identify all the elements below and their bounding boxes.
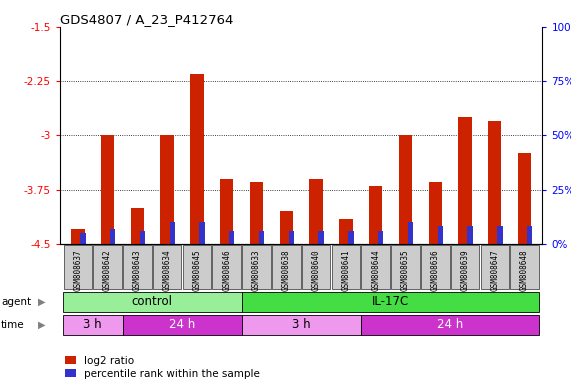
Bar [259,231,264,244]
FancyBboxPatch shape [391,245,420,289]
FancyBboxPatch shape [302,245,331,289]
Bar [170,222,175,244]
Bar [160,135,174,244]
Text: GSM808633: GSM808633 [252,249,261,291]
FancyBboxPatch shape [123,315,242,335]
Bar [71,229,85,244]
Bar [527,227,532,244]
Bar [140,231,145,244]
Bar [289,231,294,244]
FancyBboxPatch shape [63,315,123,335]
Text: IL-17C: IL-17C [372,295,409,308]
Text: ▶: ▶ [38,320,46,330]
Bar [319,231,324,244]
Bar [399,135,412,244]
Text: GSM808636: GSM808636 [431,249,440,291]
Text: GSM808642: GSM808642 [103,249,112,291]
Text: GDS4807 / A_23_P412764: GDS4807 / A_23_P412764 [60,13,234,26]
FancyBboxPatch shape [361,245,390,289]
Bar [220,179,234,244]
Text: GSM808637: GSM808637 [73,249,82,291]
FancyBboxPatch shape [242,292,540,312]
FancyBboxPatch shape [332,245,360,289]
Bar [518,154,531,244]
Text: GSM808638: GSM808638 [282,249,291,291]
Bar [131,208,144,244]
FancyBboxPatch shape [242,315,361,335]
Text: 24 h: 24 h [437,318,463,331]
Text: 24 h: 24 h [169,318,195,331]
Bar [468,227,473,244]
Bar [80,233,86,244]
FancyBboxPatch shape [451,245,479,289]
Text: agent: agent [1,297,31,307]
FancyBboxPatch shape [183,245,211,289]
FancyBboxPatch shape [421,245,449,289]
Bar [309,179,323,244]
Text: GSM808645: GSM808645 [192,249,202,291]
Bar [339,218,352,244]
Bar [437,227,443,244]
Text: ▶: ▶ [38,297,46,307]
Bar [190,74,204,244]
Text: GSM808646: GSM808646 [222,249,231,291]
FancyBboxPatch shape [212,245,241,289]
Legend: log2 ratio, percentile rank within the sample: log2 ratio, percentile rank within the s… [65,356,260,379]
FancyBboxPatch shape [272,245,300,289]
Bar [199,222,204,244]
FancyBboxPatch shape [63,245,92,289]
Bar [408,222,413,244]
Text: GSM808648: GSM808648 [520,249,529,291]
Text: GSM808643: GSM808643 [133,249,142,291]
FancyBboxPatch shape [242,245,271,289]
Bar [250,182,263,244]
FancyBboxPatch shape [481,245,509,289]
FancyBboxPatch shape [63,292,242,312]
Text: GSM808640: GSM808640 [312,249,320,291]
Bar [428,182,442,244]
Text: control: control [132,295,173,308]
Bar [229,231,235,244]
FancyBboxPatch shape [361,315,540,335]
Bar [110,228,115,244]
FancyBboxPatch shape [123,245,152,289]
Text: GSM808635: GSM808635 [401,249,410,291]
Text: time: time [1,320,25,330]
Bar [488,121,501,244]
Bar [497,227,502,244]
Bar [348,231,353,244]
Bar [280,211,293,244]
FancyBboxPatch shape [153,245,182,289]
Text: 3 h: 3 h [83,318,102,331]
Text: 3 h: 3 h [292,318,311,331]
Bar [369,186,383,244]
Text: GSM808639: GSM808639 [461,249,469,291]
Text: GSM808641: GSM808641 [341,249,351,291]
Text: GSM808644: GSM808644 [371,249,380,291]
Text: GSM808634: GSM808634 [163,249,172,291]
Text: GSM808647: GSM808647 [490,249,499,291]
Bar [378,231,383,244]
FancyBboxPatch shape [93,245,122,289]
Bar [101,135,114,244]
FancyBboxPatch shape [510,245,539,289]
Bar [459,117,472,244]
